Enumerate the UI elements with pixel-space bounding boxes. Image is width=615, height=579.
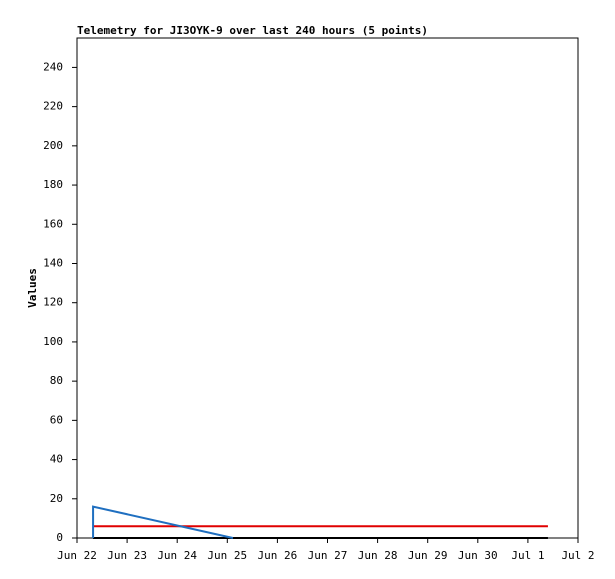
x-tick-label: Jun 25 — [207, 549, 247, 562]
x-tick-label: Jun 29 — [408, 549, 448, 562]
x-tick-label: Jun 28 — [358, 549, 398, 562]
data-line — [92, 505, 234, 539]
x-tick-label: Jun 30 — [458, 549, 498, 562]
chart-title: Telemetry for JI3OYK-9 over last 240 hou… — [77, 24, 428, 37]
x-tick-label: Jul 2 — [561, 549, 594, 562]
y-tick-label: 20 — [50, 492, 63, 505]
y-tick-label: 160 — [43, 217, 63, 230]
y-tick-label: 180 — [43, 178, 63, 191]
y-tick-label: 80 — [50, 374, 63, 387]
x-tick-label: Jun 23 — [107, 549, 147, 562]
x-tick-label: Jun 26 — [258, 549, 298, 562]
x-tick-label: Jun 27 — [308, 549, 348, 562]
plot-frame — [76, 37, 579, 539]
y-tick-label: 40 — [50, 453, 63, 466]
y-axis-label: Values — [26, 268, 39, 308]
y-tick-label: 120 — [43, 296, 63, 309]
y-tick-label: 0 — [56, 531, 63, 544]
y-tick-label: 200 — [43, 139, 63, 152]
y-tick-label: 60 — [50, 413, 63, 426]
x-tick-label: Jun 24 — [157, 549, 197, 562]
x-tick-label: Jul 1 — [511, 549, 544, 562]
x-tick-label: Jun 22 — [57, 549, 97, 562]
y-tick-label: 140 — [43, 256, 63, 269]
y-tick-label: 220 — [43, 100, 63, 113]
y-tick-label: 240 — [43, 60, 63, 73]
y-tick-label: 100 — [43, 335, 63, 348]
